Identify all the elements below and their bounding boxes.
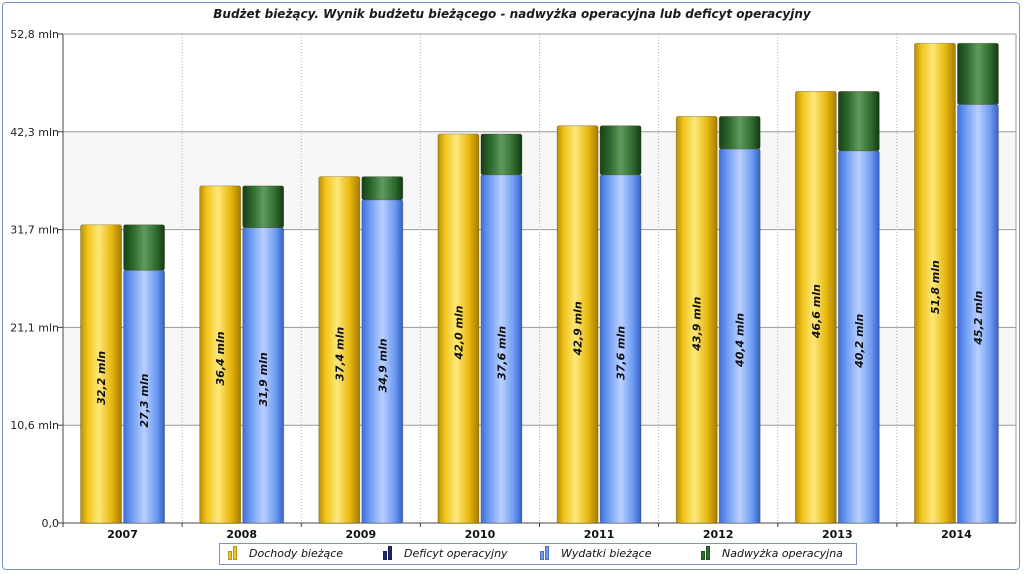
data-label-wydatki: 45,2 mln [972, 291, 985, 346]
data-label-wydatki: 27,3 mln [138, 373, 151, 427]
bar-dochody [914, 42, 956, 524]
legend-item-nadwyzka[interactable]: Nadwyżka operacyjna [701, 546, 843, 560]
bar-nadwyzka [957, 42, 999, 105]
data-label-wydatki: 40,4 mln [734, 313, 747, 368]
bar-nadwyzka [599, 125, 642, 176]
bar-nadwyzka-body [718, 116, 761, 150]
y-tick-label: 10,6 mln [10, 419, 59, 432]
bar-dochody-body [199, 185, 242, 524]
bar-dochody-body [914, 42, 956, 524]
bar-dochody [675, 116, 718, 524]
x-tick-label: 2014 [941, 528, 972, 541]
y-tick-label: 0,0 [42, 517, 60, 530]
legend-swatch-nadwyzka-icon [701, 546, 714, 560]
data-label-wydatki: 40,2 mln [853, 314, 866, 369]
bar-nadwyzka-body [242, 185, 285, 228]
bar-dochody [80, 224, 122, 524]
chart-title: Budżet bieżący. Wynik budżetu bieżącego … [213, 7, 811, 21]
data-label-wydatki: 34,9 mln [376, 338, 389, 392]
legend-swatch-dochody-icon [228, 546, 241, 560]
data-label-dochody: 36,4 mln [214, 331, 227, 385]
bar-dochody [318, 176, 361, 524]
data-label-wydatki: 37,6 mln [495, 326, 508, 380]
data-label-wydatki: 31,9 mln [257, 352, 270, 406]
bar-nadwyzka [480, 133, 523, 176]
x-tick-label: 2011 [584, 528, 615, 541]
legend-label-nadwyzka: Nadwyżka operacyjna [722, 546, 843, 560]
legend-swatch-deficyt-icon [383, 546, 396, 560]
data-label-dochody: 42,0 mln [452, 305, 465, 360]
bar-nadwyzka [242, 185, 285, 228]
x-tick-label: 2007 [107, 528, 138, 541]
legend-swatch-wydatki-icon [540, 546, 553, 560]
bar-nadwyzka-body [599, 125, 642, 176]
data-label-dochody: 51,8 mln [929, 260, 942, 314]
bar-nadwyzka [123, 224, 165, 271]
y-tick-label: 21,1 mln [10, 321, 59, 334]
x-tick-label: 2013 [822, 528, 853, 541]
legend-label-dochody: Dochody bieżące [249, 546, 344, 560]
data-label-dochody: 43,9 mln [691, 297, 704, 352]
y-tick-label: 31,7 mln [10, 224, 59, 237]
y-tick-label: 52,8 mln [10, 28, 59, 41]
x-tick-label: 2009 [346, 528, 377, 541]
legend-label-wydatki: Wydatki bieżące [561, 546, 652, 560]
bar-dochody-body [80, 224, 122, 524]
bar-nadwyzka-body [123, 224, 165, 271]
data-label-dochody: 37,4 mln [333, 327, 346, 381]
x-tick-label: 2010 [465, 528, 496, 541]
x-tick-label: 2008 [226, 528, 257, 541]
bar-nadwyzka-body [480, 133, 523, 176]
bar-dochody-body [675, 116, 718, 524]
data-label-dochody: 42,9 mln [572, 301, 585, 356]
bar-nadwyzka-body [837, 91, 880, 152]
data-label-wydatki: 37,6 mln [615, 326, 628, 380]
legend-item-wydatki[interactable]: Wydatki bieżące [540, 546, 651, 560]
bar-dochody-body [794, 91, 837, 524]
bar-dochody [199, 185, 242, 524]
data-label-dochody: 46,6 mln [810, 284, 823, 339]
legend-item-dochody[interactable]: Dochody bieżące [228, 546, 343, 560]
bar-dochody [556, 125, 599, 524]
bar-dochody-body [556, 125, 599, 524]
legend: Dochody bieżące Deficyt operacyjny Wydat… [219, 543, 857, 565]
bar-nadwyzka [837, 91, 880, 152]
x-tick-label: 2012 [703, 528, 734, 541]
bar-nadwyzka [361, 176, 404, 201]
bar-dochody [437, 133, 480, 524]
data-label-dochody: 32,2 mln [95, 351, 108, 405]
legend-item-deficyt[interactable]: Deficyt operacyjny [383, 546, 508, 560]
legend-label-deficyt: Deficyt operacyjny [404, 546, 508, 560]
bar-dochody-body [437, 133, 480, 524]
y-tick-label: 42,3 mln [10, 126, 59, 139]
bar-nadwyzka-body [957, 42, 999, 105]
bar-dochody-body [318, 176, 361, 524]
bar-dochody [794, 91, 837, 524]
bar-nadwyzka [718, 116, 761, 150]
bar-nadwyzka-body [361, 176, 404, 201]
